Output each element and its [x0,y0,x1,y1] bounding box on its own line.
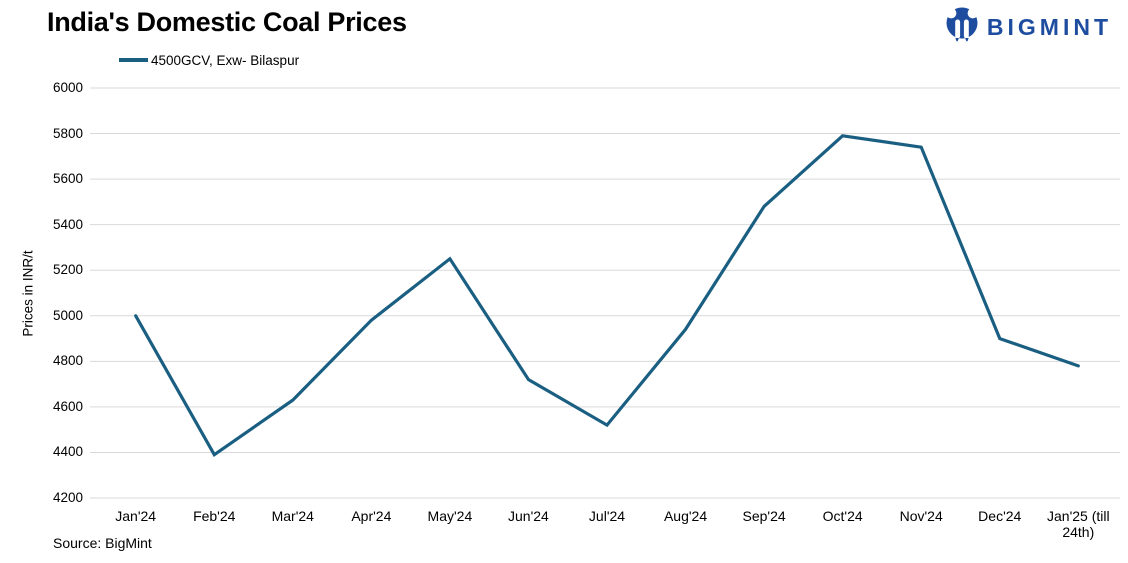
legend-label: 4500GCV, Exw- Bilaspur [151,52,300,68]
y-tick-label: 4200 [52,490,83,505]
legend: 4500GCV, Exw- Bilaspur [119,52,299,68]
y-tick-label: 4400 [52,444,83,460]
x-axis-label: Dec'24 [978,508,1022,524]
y-tick-label: 5000 [52,307,83,323]
x-axis-label: Apr'24 [351,508,392,524]
legend-line-swatch [119,58,148,62]
x-axis-label: Oct'24 [822,508,863,524]
x-axis-label: May'24 [427,508,473,524]
x-axis-label: Jul'24 [588,508,626,524]
x-axis-label: Mar'24 [271,508,314,524]
y-tick-label: 5400 [52,216,83,232]
x-axis-label: Jan'24 [115,508,157,524]
bigmint-logo-text: BIGMINT [986,14,1112,40]
y-tick-label: 6000 [52,80,83,95]
x-axis-label: Feb'24 [193,508,236,524]
x-axis-label: Jan'25 (till 24th) [1047,508,1110,540]
chart-title: India's Domestic Coal Prices [47,7,407,37]
bigmint-logo: BIGMINT [944,6,1112,49]
x-axis-label: Sep'24 [742,508,786,524]
series-line [134,134,1080,458]
x-axis-label: Aug'24 [663,508,708,524]
x-axis-label: Nov'24 [899,508,943,524]
source-note: Source: BigMint [53,535,152,551]
y-tick-label: 5200 [52,262,83,278]
y-tick-label: 4800 [52,353,83,369]
y-tick-label: 5800 [52,125,83,141]
y-axis-title: Prices in INR/t [20,250,36,337]
x-axis-label: Jun'24 [508,508,549,524]
y-tick-label: 5600 [52,171,83,187]
bigmint-person-icon [945,7,978,42]
y-tick-label: 4600 [52,398,83,414]
